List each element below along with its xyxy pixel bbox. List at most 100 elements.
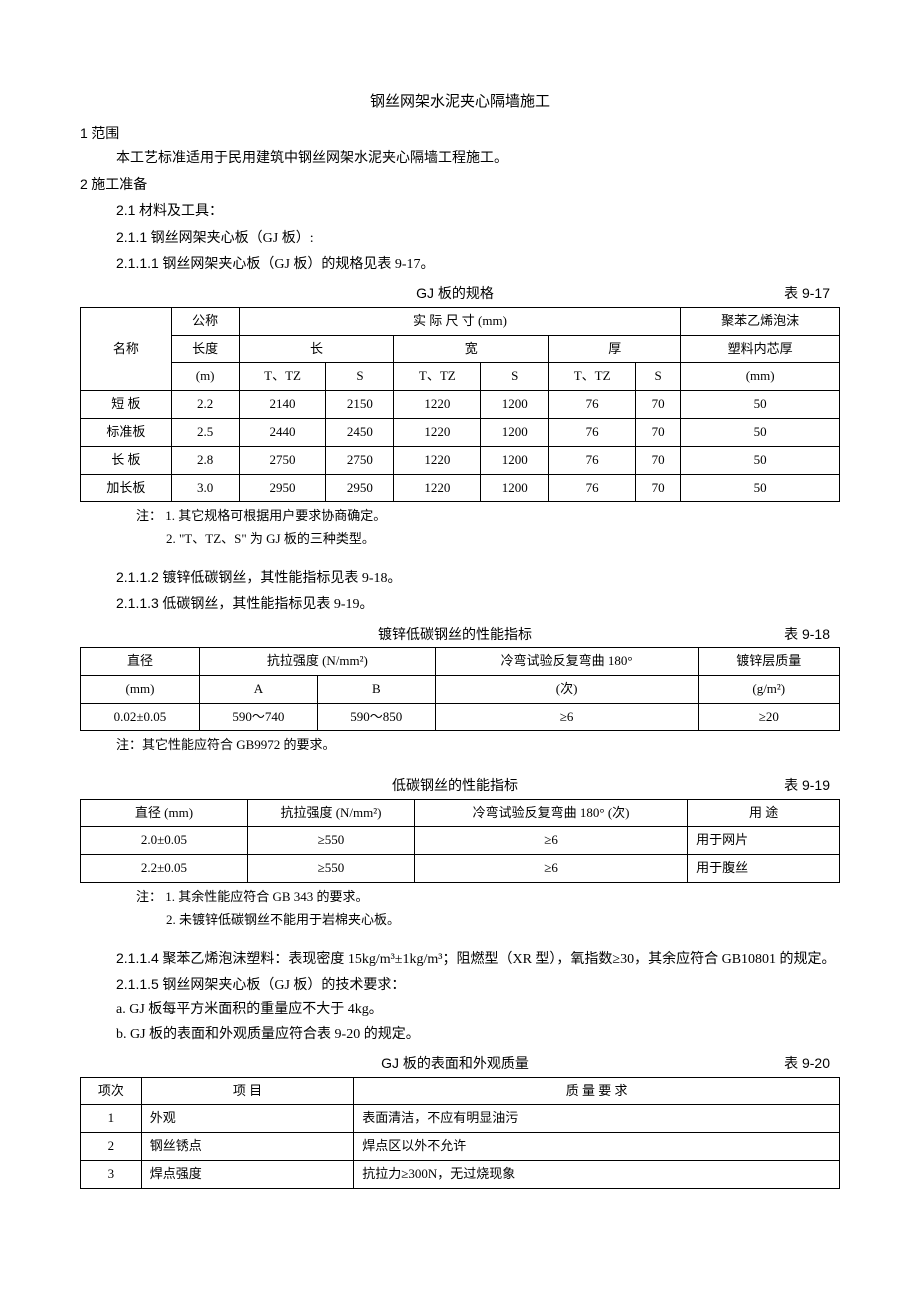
s2115a: a. GJ 板每平方米面积的重量应不大于 4kg。 — [80, 999, 840, 1021]
s2111: 2.1.1.1 钢丝网架夹心板（GJ 板）的规格见表 9-17。 — [80, 252, 840, 276]
t1-h-thick: 厚 — [549, 335, 681, 363]
t1-r2-l2: 2750 — [326, 446, 394, 474]
t1-r1-t2: 70 — [636, 418, 681, 446]
t1-r3-l1: 2950 — [239, 474, 326, 502]
t4-r1-req: 焊点区以外不允许 — [354, 1133, 840, 1161]
s2112: 2.1.1.2 镀锌低碳钢丝，其性能指标见表 9-18。 — [80, 566, 840, 590]
t1-r2-w1: 1220 — [394, 446, 481, 474]
t2-h-bend1: 冷弯试验反复弯曲 180° — [435, 648, 698, 676]
t3-r1-tensile: ≥550 — [247, 855, 414, 883]
table-row: 加长板 3.0 2950 2950 1220 1200 76 70 50 — [81, 474, 840, 502]
t1-h-ttz-w: T、TZ — [394, 363, 481, 391]
t1-h-wide: 宽 — [394, 335, 549, 363]
s2114: 2.1.1.4 聚苯乙烯泡沫塑料：表现密度 15kg/m³±1kg/m³；阻燃型… — [80, 947, 840, 971]
t4-r2-req: 抗拉力≥300N，无过烧现象 — [354, 1160, 840, 1188]
t1-h-unit-m: (m) — [171, 363, 239, 391]
s2112-num: 2.1.1.2 — [116, 569, 159, 585]
table-9-17: 名称 公称 实 际 尺 寸 (mm) 聚苯乙烯泡沫 长度 长 宽 厚 塑料内芯厚… — [80, 307, 840, 503]
t3-h-tensile: 抗拉强度 (N/mm²) — [247, 799, 414, 827]
t1-r2-foam: 50 — [681, 446, 840, 474]
table-9-19: 直径 (mm) 抗拉强度 (N/mm²) 冷弯试验反复弯曲 180° (次) 用… — [80, 799, 840, 883]
t2-r-a: 590～740 — [200, 703, 318, 731]
s211-num: 2.1.1 — [116, 229, 147, 245]
t2-tableno: 表 9-18 — [680, 623, 830, 645]
table-row: 3 焊点强度 抗拉力≥300N，无过烧现象 — [81, 1160, 840, 1188]
t1-r0-nom: 2.2 — [171, 391, 239, 419]
t1-h-foam1: 聚苯乙烯泡沫 — [681, 307, 840, 335]
s2115-num: 2.1.1.5 — [116, 976, 159, 992]
section-2: 2 施工准备 — [80, 173, 840, 197]
t2-r-b: 590～850 — [317, 703, 435, 731]
t1-r2-l1: 2750 — [239, 446, 326, 474]
s2113-text: 低碳钢丝，其性能指标见表 9-19。 — [162, 597, 373, 612]
sec1-head: 范围 — [91, 127, 119, 142]
t3-note1: 注： 1. 其余性能应符合 GB 343 的要求。 — [80, 887, 840, 908]
t2-r-zinc: ≥20 — [698, 703, 839, 731]
t3-caption-row: 低碳钢丝的性能指标 表 9-19 — [80, 774, 840, 796]
t3-r0-tensile: ≥550 — [247, 827, 414, 855]
t4-r2-item: 焊点强度 — [141, 1160, 354, 1188]
t1-r2-w2: 1200 — [481, 446, 549, 474]
t1-r2-t2: 70 — [636, 446, 681, 474]
t1-r3-nom: 3.0 — [171, 474, 239, 502]
t3-h-dia: 直径 (mm) — [81, 799, 248, 827]
t1-r2-t1: 76 — [549, 446, 636, 474]
t4-caption-row: GJ 板的表面和外观质量 表 9-20 — [80, 1052, 840, 1074]
s2111-text: 钢丝网架夹心板（GJ 板）的规格见表 9-17。 — [162, 257, 434, 272]
t4-h-item: 项 目 — [141, 1077, 354, 1105]
t3-h-use: 用 途 — [688, 799, 840, 827]
t1-r0-w1: 1220 — [394, 391, 481, 419]
s2113-num: 2.1.1.3 — [116, 595, 159, 611]
t1-r1-foam: 50 — [681, 418, 840, 446]
t2-h-dia2: (mm) — [81, 675, 200, 703]
s2114-text: 聚苯乙烯泡沫塑料：表现密度 15kg/m³±1kg/m³；阻燃型（XR 型），氧… — [162, 952, 835, 967]
table-row: 2.0±0.05 ≥550 ≥6 用于网片 — [81, 827, 840, 855]
table-row: 0.02±0.05 590～740 590～850 ≥6 ≥20 — [81, 703, 840, 731]
t1-r1-l2: 2450 — [326, 418, 394, 446]
t2-r-bend: ≥6 — [435, 703, 698, 731]
s21-num: 2.1 — [116, 202, 135, 218]
t1-h-s-w: S — [481, 363, 549, 391]
t1-h-nom: 公称 — [171, 307, 239, 335]
t1-r3-w2: 1200 — [481, 474, 549, 502]
t4-r1-no: 2 — [81, 1133, 142, 1161]
t3-r0-use: 用于网片 — [688, 827, 840, 855]
s21: 2.1 材料及工具： — [80, 199, 840, 223]
table-9-18: 直径 抗拉强度 (N/mm²) 冷弯试验反复弯曲 180° 镀锌层质量 (mm)… — [80, 647, 840, 731]
t1-r0-t2: 70 — [636, 391, 681, 419]
table-row: 1 外观 表面清洁，不应有明显油污 — [81, 1105, 840, 1133]
t1-r3-name: 加长板 — [81, 474, 172, 502]
t2-h-bend2: (次) — [435, 675, 698, 703]
t1-note2: 2. "T、TZ、S" 为 GJ 板的三种类型。 — [80, 529, 840, 550]
s2115b: b. GJ 板的表面和外观质量应符合表 9-20 的规定。 — [80, 1024, 840, 1046]
table-9-20: 项次 项 目 质 量 要 求 1 外观 表面清洁，不应有明显油污 2 钢丝锈点 … — [80, 1077, 840, 1189]
t1-r0-l1: 2140 — [239, 391, 326, 419]
s2111-num: 2.1.1.1 — [116, 255, 159, 271]
t3-tableno: 表 9-19 — [680, 774, 830, 796]
t1-r1-nom: 2.5 — [171, 418, 239, 446]
t3-h-bend: 冷弯试验反复弯曲 180° (次) — [414, 799, 687, 827]
t3-r1-use: 用于腹丝 — [688, 855, 840, 883]
t3-r0-bend: ≥6 — [414, 827, 687, 855]
t4-r0-no: 1 — [81, 1105, 142, 1133]
t3-r1-bend: ≥6 — [414, 855, 687, 883]
t2-h-b: B — [317, 675, 435, 703]
table-row: 长 板 2.8 2750 2750 1220 1200 76 70 50 — [81, 446, 840, 474]
t1-r3-t2: 70 — [636, 474, 681, 502]
t2-caption-row: 镀锌低碳钢丝的性能指标 表 9-18 — [80, 623, 840, 645]
sec1-num: 1 — [80, 125, 88, 141]
t1-h-ttz-l: T、TZ — [239, 363, 326, 391]
t1-r3-t1: 76 — [549, 474, 636, 502]
s2112-text: 镀锌低碳钢丝，其性能指标见表 9-18。 — [162, 571, 401, 586]
t2-h-zinc2: (g/m²) — [698, 675, 839, 703]
s2115: 2.1.1.5 钢丝网架夹心板（GJ 板）的技术要求： — [80, 973, 840, 997]
t4-r2-no: 3 — [81, 1160, 142, 1188]
t1-h-name: 名称 — [81, 307, 172, 390]
t1-h-unit-mm: (mm) — [681, 363, 840, 391]
s2115-text: 钢丝网架夹心板（GJ 板）的技术要求： — [162, 978, 405, 993]
t4-r0-item: 外观 — [141, 1105, 354, 1133]
t1-r1-l1: 2440 — [239, 418, 326, 446]
t1-r1-w1: 1220 — [394, 418, 481, 446]
t1-r2-nom: 2.8 — [171, 446, 239, 474]
sec2-num: 2 — [80, 176, 88, 192]
